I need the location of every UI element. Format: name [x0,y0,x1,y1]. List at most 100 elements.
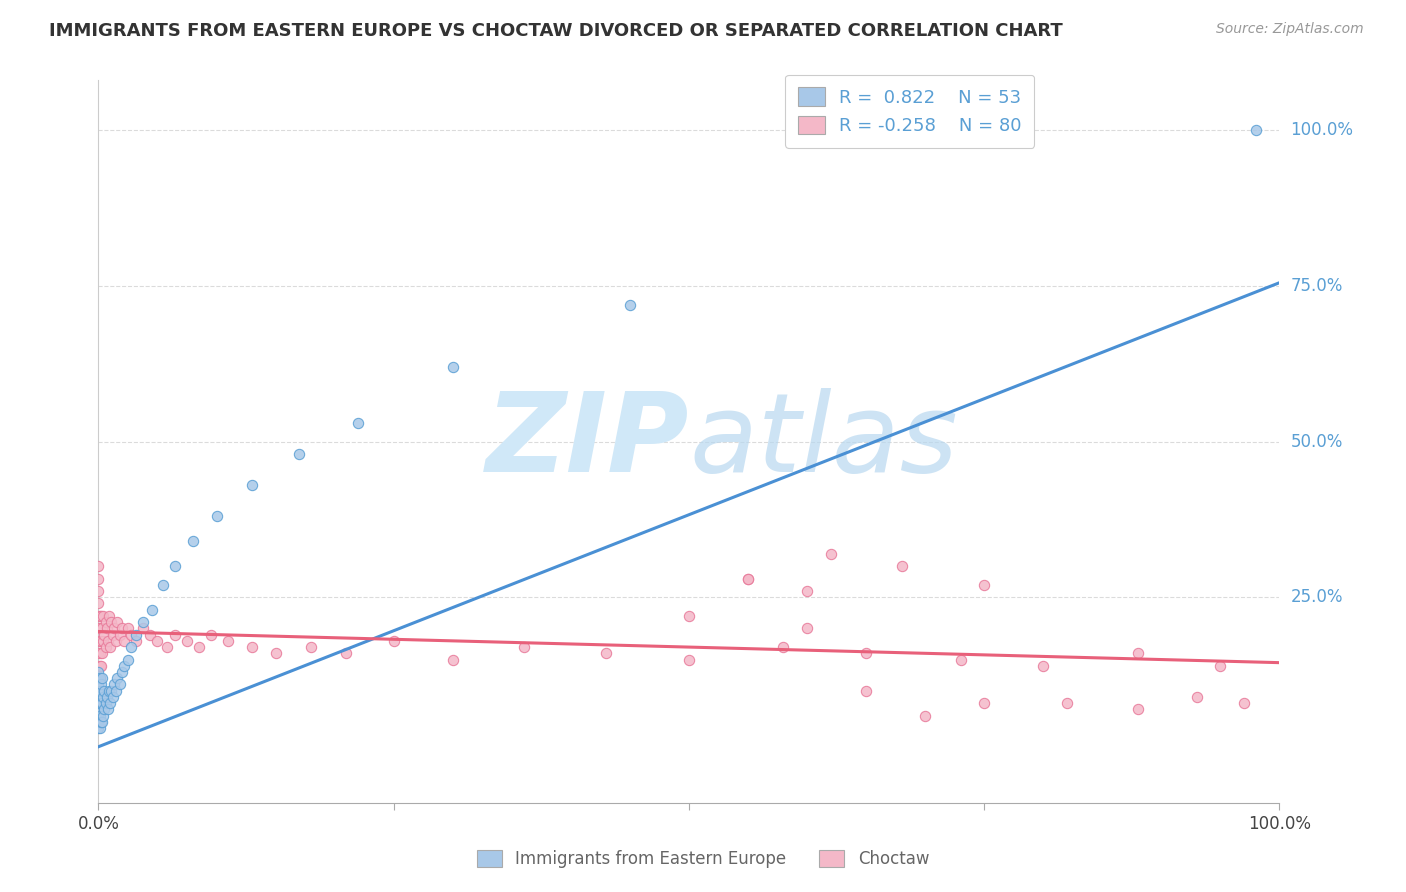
Point [94,696,117,710]
Point [93,702,115,716]
Point [121,627,143,641]
Point [91,646,114,660]
Point [973,696,995,710]
Point [205,509,228,524]
Point [90,633,112,648]
Point [914,708,936,723]
Point [87,665,110,679]
Point [264,646,287,660]
Point [87,559,110,574]
Point [89,721,111,735]
Point [87,609,110,624]
Point [89,708,111,723]
Point [200,627,222,641]
Point [91,621,114,635]
Point [98,640,121,654]
Point [89,646,111,660]
Point [1209,658,1232,673]
Point [121,640,143,654]
Point [103,621,125,635]
Point [87,671,110,685]
Point [87,658,110,673]
Point [240,478,263,492]
Point [181,534,204,549]
Point [737,572,759,586]
Text: 100.0%: 100.0% [1291,121,1354,139]
Point [87,677,110,691]
Point [98,609,121,624]
Point [91,671,114,685]
Point [105,671,128,685]
Point [91,696,114,710]
Point [512,640,534,654]
Point [125,633,148,648]
Point [890,559,912,574]
Point [217,633,239,648]
Point [87,690,110,704]
Point [91,690,114,704]
Point [87,572,110,586]
Point [103,677,125,691]
Point [949,652,972,666]
Point [820,547,842,561]
Point [240,640,263,654]
Point [89,696,111,710]
Text: Source: ZipAtlas.com: Source: ZipAtlas.com [1216,22,1364,37]
Point [141,603,163,617]
Point [335,646,357,660]
Point [89,683,111,698]
Legend: Immigrants from Eastern Europe, Choctaw: Immigrants from Eastern Europe, Choctaw [470,843,936,875]
Point [100,615,122,630]
Point [139,627,162,641]
Point [87,714,110,729]
Point [97,633,120,648]
Point [87,683,110,698]
Text: atlas: atlas [689,388,957,495]
Point [91,609,114,624]
Point [87,633,110,648]
Point [89,633,111,648]
Point [100,683,122,698]
Point [91,633,114,648]
Point [441,359,464,374]
Point [737,572,759,586]
Point [87,597,110,611]
Point [89,671,111,685]
Text: 50.0%: 50.0% [1291,433,1343,450]
Point [101,627,124,641]
Point [132,615,155,630]
Point [87,721,110,735]
Point [288,447,311,461]
Point [91,708,114,723]
Point [156,640,179,654]
Point [1126,702,1149,716]
Point [187,640,209,654]
Point [855,683,877,698]
Point [87,671,110,685]
Point [619,297,641,311]
Point [176,633,198,648]
Point [87,708,110,723]
Point [94,640,117,654]
Point [1056,696,1078,710]
Point [165,559,187,574]
Point [93,627,115,641]
Point [87,702,110,716]
Point [90,677,112,691]
Point [93,683,115,698]
Point [112,658,135,673]
Point [796,584,818,599]
Point [91,714,114,729]
Point [105,633,128,648]
Point [96,690,118,704]
Point [112,633,135,648]
Point [973,578,995,592]
Text: 25.0%: 25.0% [1291,588,1343,607]
Point [595,646,617,660]
Text: IMMIGRANTS FROM EASTERN EUROPE VS CHOCTAW DIVORCED OR SEPARATED CORRELATION CHAR: IMMIGRANTS FROM EASTERN EUROPE VS CHOCTA… [49,22,1063,40]
Point [111,665,134,679]
Point [96,621,118,635]
Point [382,633,405,648]
Point [117,652,139,666]
Point [855,646,877,660]
